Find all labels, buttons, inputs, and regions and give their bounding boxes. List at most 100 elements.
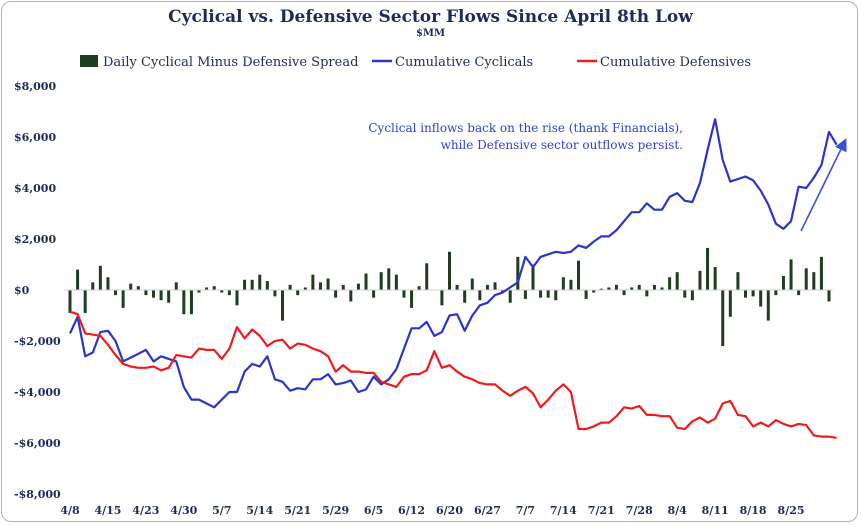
spread-bar: [622, 290, 626, 296]
spread-bar: [463, 290, 467, 303]
x-tick-label: 8/25: [778, 504, 805, 517]
spread-bar: [394, 274, 398, 290]
spread-bar: [561, 277, 565, 290]
x-tick-label: 6/27: [474, 504, 501, 517]
spread-bar: [243, 279, 247, 290]
legend-label-cyclicals: Cumulative Cyclicals: [395, 55, 533, 70]
chart-title: Cyclical vs. Defensive Sector Flows Sinc…: [168, 7, 693, 27]
spread-bar: [781, 275, 785, 290]
spread-bar: [98, 265, 102, 290]
spread-bar: [630, 287, 634, 290]
x-axis: 4/8 4/15 4/23 4/30 5/7 5/14 5/21 5/29 6/5 6/12 6/2…: [60, 504, 804, 517]
spread-bar: [637, 284, 641, 290]
x-tick-label: 5/7: [212, 504, 231, 517]
spread-bar: [144, 290, 148, 296]
spread-bar: [258, 274, 262, 290]
x-tick-label: 5/14: [246, 504, 273, 517]
spread-bar: [660, 287, 664, 290]
spread-bar: [83, 290, 87, 313]
spread-bar: [402, 290, 406, 298]
spread-bar: [205, 287, 209, 290]
spread-bar: [379, 272, 383, 290]
spread-bar: [341, 284, 345, 290]
spread-bars: [68, 247, 831, 347]
spread-bar: [690, 290, 694, 301]
y-tick-label: $8,000: [14, 80, 56, 93]
spread-bar: [220, 290, 224, 293]
annotation-line-2: while Defensive sector outflows persist.: [441, 138, 683, 152]
legend: Daily Cyclical Minus Defensive Spread Cu…: [80, 55, 751, 70]
spread-bar: [212, 286, 216, 290]
spread-bar: [136, 286, 140, 290]
y-tick-label: -$8,000: [14, 488, 61, 501]
spread-bar: [759, 290, 763, 307]
spread-bar: [516, 256, 520, 290]
spread-bar: [478, 290, 482, 301]
x-tick-label: 7/21: [588, 504, 615, 517]
spread-bar: [151, 290, 155, 298]
spread-bar: [819, 256, 823, 290]
spread-bar: [827, 290, 831, 302]
x-tick-label: 7/7: [516, 504, 535, 517]
x-tick-label: 4/8: [60, 504, 80, 517]
spread-bar: [318, 282, 322, 290]
spread-bar: [114, 290, 118, 296]
x-tick-label: 6/20: [436, 504, 463, 517]
series-lines: [68, 118, 838, 439]
spread-bar: [356, 283, 360, 290]
x-tick-label: 8/11: [702, 504, 729, 517]
spread-bar: [455, 284, 459, 290]
spread-bar: [607, 287, 611, 290]
spread-bar: [569, 279, 573, 290]
spread-bar: [281, 290, 285, 321]
spread-bar: [235, 290, 239, 306]
y-tick-label: $6,000: [14, 131, 56, 144]
y-tick-label: -$2,000: [14, 335, 61, 348]
spread-bar: [296, 290, 300, 296]
spread-bar: [311, 274, 315, 290]
spread-bar: [159, 290, 163, 301]
x-tick-label: 4/23: [132, 504, 159, 517]
spread-bar: [797, 290, 801, 296]
spread-bar: [68, 290, 72, 313]
spread-bar: [448, 251, 451, 290]
spread-bar: [577, 260, 581, 290]
y-tick-label: $2,000: [14, 233, 56, 246]
spread-bar: [91, 282, 95, 290]
spread-bar: [508, 290, 512, 303]
x-tick-label: 6/5: [364, 504, 383, 517]
spread-bar: [174, 282, 178, 290]
annotation-arrow: [800, 138, 847, 232]
x-tick-label: 8/4: [668, 504, 688, 517]
spread-bar: [273, 290, 277, 297]
spread-bar: [440, 290, 444, 306]
spread-bar: [189, 290, 193, 315]
spread-bar: [804, 268, 808, 290]
y-tick-label: -$6,000: [14, 437, 61, 450]
spread-bar: [592, 290, 596, 293]
spread-bar: [614, 284, 618, 290]
spread-bar: [387, 268, 391, 290]
spread-bar: [326, 278, 330, 290]
y-axis: $8,000 $6,000 $4,000 $2,000 $0 -$2,000 -$4,000…: [14, 80, 61, 501]
x-tick-label: 7/28: [626, 504, 653, 517]
y-tick-label: $0: [14, 284, 30, 297]
spread-bar: [417, 286, 421, 290]
spread-bar: [774, 290, 778, 296]
x-tick-label: 5/29: [322, 504, 349, 517]
cumulative-cyclicals-line: [68, 118, 838, 409]
spread-bar: [372, 290, 376, 298]
spread-bar: [728, 290, 732, 317]
spread-bar: [675, 272, 679, 290]
x-tick-label: 4/30: [170, 504, 197, 517]
legend-label-defensives: Cumulative Defensives: [600, 55, 751, 70]
x-tick-label: 7/14: [550, 504, 577, 517]
spread-bar: [539, 290, 543, 298]
spread-bar: [227, 290, 231, 296]
spread-bar: [736, 272, 740, 290]
spread-bar: [554, 290, 558, 301]
y-tick-label: $4,000: [14, 182, 56, 195]
legend-label-spread: Daily Cyclical Minus Defensive Spread: [103, 55, 358, 70]
spread-bar: [683, 290, 687, 298]
